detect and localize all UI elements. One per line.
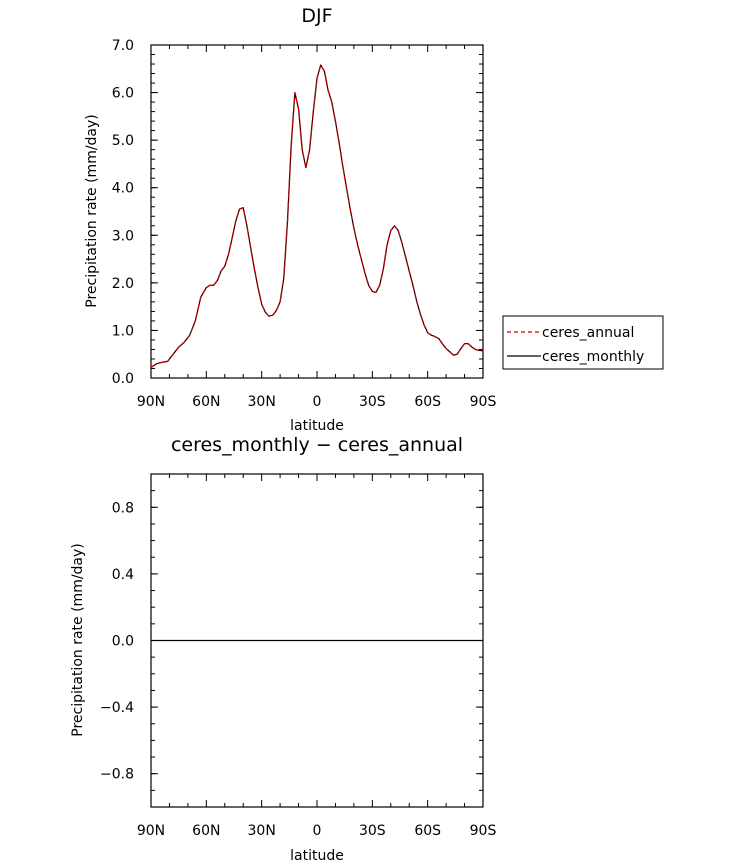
series-line-ceres-monthly <box>150 64 484 368</box>
x-tick-label: 60S <box>414 394 441 410</box>
top-plot-area <box>150 44 484 379</box>
x-tick-label: 60N <box>192 823 220 839</box>
x-tick-label: 30S <box>359 823 386 839</box>
top-y-axis-label: Precipitation rate (mm/day) <box>84 114 100 308</box>
x-tick-label: 30S <box>359 394 386 410</box>
legend-box <box>502 315 664 370</box>
y-tick-label: 0.0 <box>112 371 134 387</box>
y-tick-label: −0.8 <box>100 767 134 783</box>
legend-label-ceres-annual: ceres_annual <box>542 325 634 341</box>
y-tick-label: 0.4 <box>112 567 134 583</box>
y-tick-label: 1.0 <box>112 323 134 339</box>
top-series-lines <box>150 64 484 369</box>
bottom-x-axis-label: latitude <box>290 848 344 864</box>
y-tick-label: 3.0 <box>112 228 134 244</box>
top-x-axis-label: latitude <box>290 418 344 434</box>
plot-frame <box>150 44 484 379</box>
y-tick-label: −0.4 <box>100 700 134 716</box>
x-tick-label: 90S <box>470 823 497 839</box>
x-tick-label: 60N <box>192 394 220 410</box>
x-tick-label: 90S <box>470 394 497 410</box>
y-tick-label: 6.0 <box>112 86 134 102</box>
x-tick-label: 30N <box>248 394 276 410</box>
bottom-axis-ticks: −0.8 −0.4 0.0 0.4 0.8 90N 60N 30N 0 30S 60S 90S <box>100 473 497 839</box>
legend-label-ceres-monthly: ceres_monthly <box>542 349 644 365</box>
bottom-y-axis-label: Precipitation rate (mm/day) <box>70 543 86 737</box>
legend: ceres_annual ceres_monthly <box>502 315 664 370</box>
x-tick-label: 30N <box>248 823 276 839</box>
x-tick-label: 60S <box>414 823 441 839</box>
series-line-ceres-annual <box>150 64 484 369</box>
y-tick-label: 0.8 <box>112 500 134 516</box>
x-tick-label: 0 <box>313 394 322 410</box>
top-axis-ticks: 0.0 1.0 2.0 3.0 4.0 5.0 6.0 7.0 90N 60N 30N 0 30S 60S… <box>112 38 497 410</box>
x-tick-label: 90N <box>137 394 165 410</box>
top-chart-title: DJF <box>301 5 332 27</box>
y-tick-label: 7.0 <box>112 38 134 54</box>
bottom-chart-title: ceres_monthly − ceres_annual <box>171 434 463 456</box>
y-tick-label: 4.0 <box>112 181 134 197</box>
top-panel: DJF 0.0 1.0 2.0 3.0 4.0 5.0 6.0 7.0 90N 60N 30N 0 30… <box>84 5 496 434</box>
y-tick-label: 0.0 <box>112 634 134 650</box>
x-tick-label: 0 <box>313 823 322 839</box>
bottom-panel: ceres_monthly − ceres_annual −0.8 −0.4 0.0… <box>70 434 496 864</box>
y-tick-label: 5.0 <box>112 133 134 149</box>
y-tick-label: 2.0 <box>112 276 134 292</box>
x-tick-label: 90N <box>137 823 165 839</box>
